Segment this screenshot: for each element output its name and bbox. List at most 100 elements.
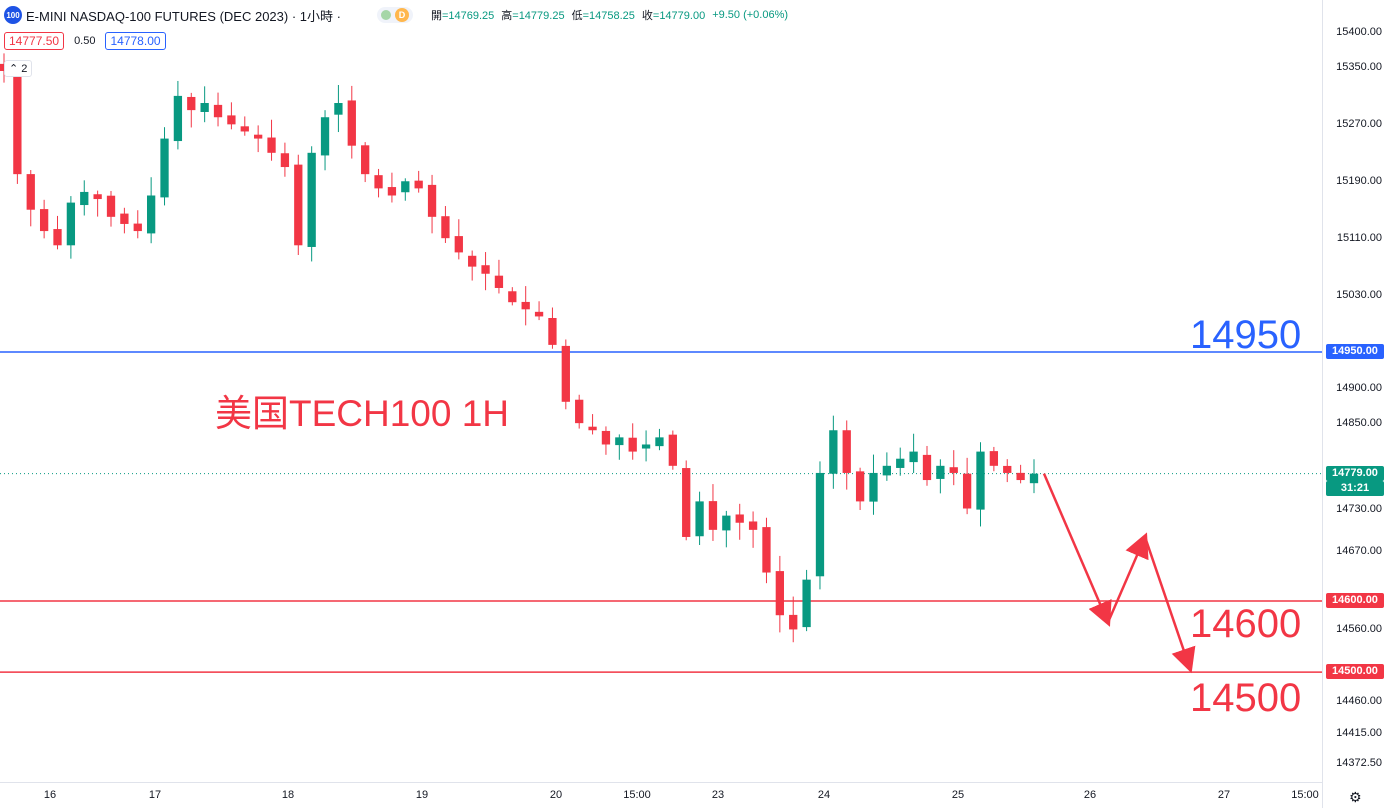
candlestick-chart[interactable] — [0, 0, 1322, 782]
ohlc-close-value: =14779.00 — [652, 10, 706, 22]
projection-arrow — [1143, 536, 1196, 674]
price-tick-label: 14560.00 — [1336, 623, 1382, 636]
candle-body — [106, 195, 116, 217]
candle-body — [66, 202, 76, 246]
candle-body — [120, 213, 129, 224]
candle-body — [575, 399, 584, 424]
candle-body — [1029, 473, 1039, 484]
annotation-14600[interactable]: 14600 — [1190, 602, 1302, 646]
projection-arrow — [1106, 532, 1149, 623]
candle-body — [187, 96, 196, 111]
candle-body — [468, 255, 477, 267]
ohlc-low-label: 低 — [571, 10, 583, 22]
candle-body — [160, 138, 169, 198]
time-axis[interactable]: 16 17 18 19 20 15:00 23 24 25 26 27 15:00 — [0, 782, 1322, 809]
candle-body — [254, 134, 263, 139]
candle-body — [347, 100, 356, 146]
candle-body — [735, 514, 744, 523]
candle-body — [146, 195, 156, 234]
sell-price-button[interactable]: 14777.50 — [4, 32, 65, 50]
candle-body — [615, 437, 624, 446]
gear-icon[interactable]: ⚙ — [1349, 789, 1362, 805]
time-tick-label: 15:00 — [623, 789, 651, 801]
candle-body — [949, 467, 958, 473]
candle-body — [962, 473, 972, 509]
candle-body — [454, 236, 463, 253]
candle-body — [294, 164, 303, 246]
candle-body — [53, 229, 62, 246]
candle-body — [708, 501, 718, 530]
candle-body — [548, 317, 557, 345]
candle-body — [882, 465, 892, 476]
ohlc-open-label: 開 — [430, 10, 442, 22]
ohlc-open-value: =14769.25 — [441, 10, 495, 22]
price-tick-label: 14460.00 — [1336, 694, 1382, 707]
price-tick-label: 15110.00 — [1336, 232, 1382, 245]
time-tick-label: 23 — [711, 789, 725, 801]
ohlc-open: 開=14769.25 — [431, 7, 494, 23]
candle-body — [374, 175, 383, 189]
annotation-14950[interactable]: 14950 — [1190, 313, 1302, 357]
time-tick-label: 25 — [951, 789, 965, 801]
bar-countdown-tag: 31:21 — [1326, 480, 1384, 496]
market-open-icon — [380, 10, 391, 20]
buy-price-button[interactable]: 14778.00 — [105, 32, 166, 50]
time-tick-label: 18 — [281, 789, 295, 801]
annotation-14500[interactable]: 14500 — [1190, 676, 1302, 720]
price-tick-label: 14670.00 — [1336, 545, 1382, 558]
indicator-count: 2 — [21, 63, 28, 75]
projection-arrow — [1042, 473, 1112, 627]
candle-body — [414, 180, 423, 189]
candle-body — [842, 430, 851, 473]
candle-body — [240, 126, 249, 132]
time-tick-label: 15:00 — [1291, 789, 1319, 801]
candle-body — [387, 187, 397, 196]
candle-body — [655, 437, 664, 447]
candle-body — [80, 191, 89, 206]
price-tick-label: 14850.00 — [1336, 417, 1382, 430]
candle-body — [401, 181, 410, 193]
price-tick-label: 15190.00 — [1336, 175, 1382, 188]
time-tick-label: 17 — [148, 789, 162, 801]
ohlc-low-value: =14758.25 — [582, 10, 635, 22]
symbol-title[interactable]: E-MINI NASDAQ-100 FUTURES (DEC 2023) · 1… — [26, 8, 341, 24]
time-tick-label: 20 — [549, 789, 563, 801]
time-tick-label: 24 — [817, 789, 831, 801]
candle-body — [682, 468, 691, 537]
market-status[interactable]: D — [376, 7, 413, 23]
candle-body — [815, 472, 825, 577]
candle-body — [869, 472, 878, 502]
chart-annotation-title[interactable]: 美国TECH100 1H — [215, 393, 510, 434]
candle-body — [789, 614, 798, 630]
candle-body — [722, 515, 731, 531]
price-tick-label: 14415.00 — [1336, 726, 1382, 739]
candle-body — [521, 301, 530, 310]
price-tag-14600: 14600.00 — [1326, 592, 1384, 608]
price-axis[interactable]: 15450.00 15400.00 15350.00 15270.00 15190.00… — [1322, 0, 1387, 808]
candle-body — [26, 174, 35, 210]
symbol-logo-icon[interactable]: 100 — [4, 6, 22, 24]
candle-body — [534, 311, 544, 317]
price-tick-label: 15400.00 — [1336, 25, 1382, 38]
candle-body — [561, 345, 570, 402]
candle-body — [989, 451, 999, 466]
time-tick-label: 19 — [415, 789, 429, 801]
price-tick-label: 15270.00 — [1336, 118, 1382, 131]
price-tag-14500: 14500.00 — [1326, 664, 1384, 680]
price-tick-label: 15350.00 — [1336, 61, 1382, 74]
candle-body — [213, 104, 223, 118]
chart-plot-area[interactable] — [0, 0, 1322, 782]
candle-body — [829, 430, 838, 474]
indicators-toggle[interactable]: ⌃ 2 — [4, 60, 33, 77]
candle-body — [227, 115, 236, 125]
candle-body — [173, 95, 183, 142]
candle-body — [508, 291, 517, 303]
candle-body — [775, 571, 784, 616]
candle-body — [588, 426, 597, 431]
delayed-data-badge: D — [394, 8, 409, 22]
ohlc-high-label: 高 — [501, 10, 513, 22]
time-tick-label: 27 — [1217, 789, 1231, 801]
candle-body — [762, 527, 771, 573]
candle-body — [1003, 465, 1012, 473]
candle-body — [601, 430, 611, 445]
